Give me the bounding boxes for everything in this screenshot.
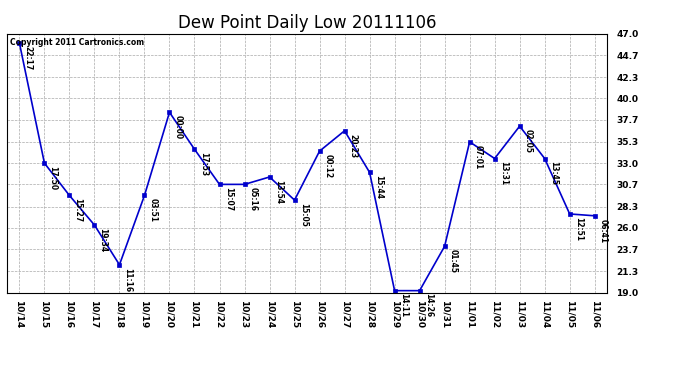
Text: 15:27: 15:27 [74,198,83,222]
Text: 22:17: 22:17 [23,46,32,70]
Text: 02:05: 02:05 [524,129,533,153]
Text: 11:16: 11:16 [124,267,132,292]
Text: 06:41: 06:41 [599,219,608,243]
Text: Copyright 2011 Cartronics.com: Copyright 2011 Cartronics.com [10,38,144,46]
Text: 15:44: 15:44 [374,175,383,199]
Text: 17:50: 17:50 [48,166,57,190]
Text: 05:16: 05:16 [248,187,257,211]
Text: 14:11: 14:11 [399,293,408,318]
Text: 20:23: 20:23 [348,134,357,158]
Text: 00:00: 00:00 [174,115,183,139]
Text: 13:45: 13:45 [549,161,558,185]
Text: 01:45: 01:45 [448,249,457,273]
Text: 15:05: 15:05 [299,203,308,227]
Text: 19:34: 19:34 [99,228,108,252]
Text: 14:26: 14:26 [424,293,433,318]
Text: 13:54: 13:54 [274,180,283,204]
Title: Dew Point Daily Low 20111106: Dew Point Daily Low 20111106 [178,14,436,32]
Text: 13:31: 13:31 [499,161,508,185]
Text: 07:01: 07:01 [474,145,483,169]
Text: 03:51: 03:51 [148,198,157,222]
Text: 17:53: 17:53 [199,152,208,176]
Text: 15:07: 15:07 [224,187,233,211]
Text: 12:51: 12:51 [574,217,583,241]
Text: 00:12: 00:12 [324,154,333,178]
